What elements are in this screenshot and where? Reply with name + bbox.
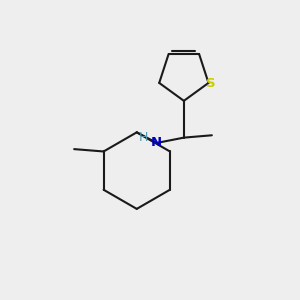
- Text: S: S: [206, 77, 216, 90]
- Text: N: N: [151, 136, 162, 149]
- Text: H: H: [139, 130, 148, 143]
